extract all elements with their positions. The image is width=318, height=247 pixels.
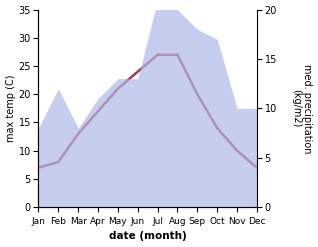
X-axis label: date (month): date (month) xyxy=(109,231,187,242)
Y-axis label: max temp (C): max temp (C) xyxy=(5,75,16,142)
Y-axis label: med. precipitation
(kg/m2): med. precipitation (kg/m2) xyxy=(291,64,313,153)
